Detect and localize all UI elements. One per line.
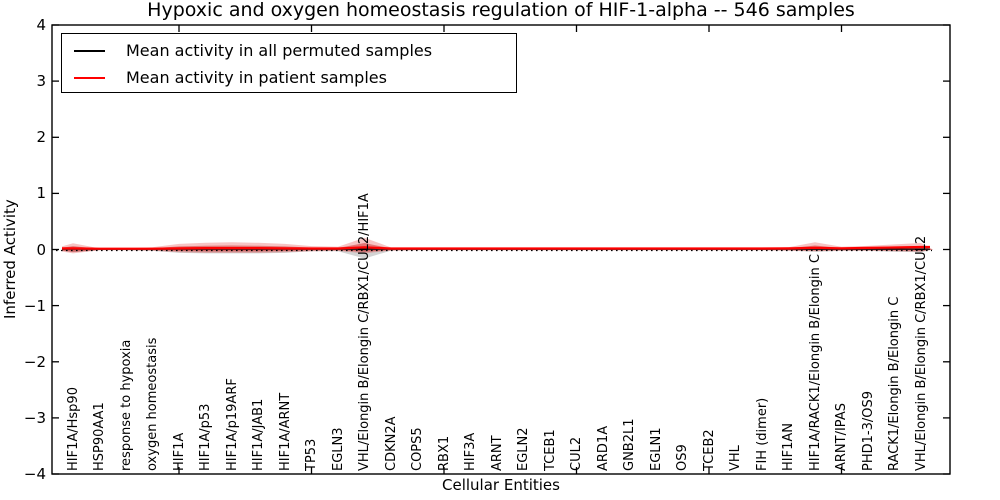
x-tick-label: HIF1A/ARNT bbox=[277, 392, 293, 471]
x-tick-label: ARNT/IPAS bbox=[834, 403, 849, 471]
x-tick-label: RBX1 bbox=[436, 435, 452, 471]
x-tick-label: VHL/Elongin B/Elongin C/RBX1/CUL2 bbox=[913, 235, 929, 471]
x-tick-label: COPS5 bbox=[410, 427, 425, 471]
x-tick-label: HIF1A/JAB1 bbox=[251, 398, 266, 471]
legend-label-permuted: Mean activity in all permuted samples bbox=[126, 40, 433, 60]
x-tick-label: HIF1AN bbox=[781, 423, 796, 471]
x-tick-label: TCEB2 bbox=[701, 429, 717, 471]
x-tick-label: EGLN1 bbox=[648, 427, 664, 471]
permuted-line-sample-icon bbox=[74, 49, 105, 52]
patient-line-sample-icon bbox=[74, 76, 105, 79]
x-tick-label: CUL2 bbox=[569, 436, 584, 471]
y-tick-label: −4 bbox=[23, 465, 46, 483]
x-tick-label: response to hypoxia bbox=[118, 339, 134, 471]
x-axis-label: Cellular Entities bbox=[442, 476, 560, 494]
legend-label-patient: Mean activity in patient samples bbox=[126, 67, 387, 87]
y-tick-label: −3 bbox=[23, 408, 46, 427]
x-tick-label: TCEB1 bbox=[542, 429, 558, 471]
y-tick-label: 4 bbox=[36, 16, 46, 34]
x-tick-label: ARNT bbox=[489, 435, 505, 471]
x-tick-label: EGLN3 bbox=[330, 427, 346, 471]
x-tick-label: EGLN2 bbox=[516, 427, 531, 471]
x-tick-label: HIF1A/Hsp90 bbox=[65, 387, 81, 471]
legend: Mean activity in all permuted samples Me… bbox=[61, 33, 517, 93]
x-tick-label: oxygen homeostasis bbox=[145, 337, 160, 471]
y-tick-label: −2 bbox=[23, 352, 46, 371]
x-tick-label: VHL bbox=[728, 445, 743, 471]
chart-title: Hypoxic and oxygen homeostasis regulatio… bbox=[147, 0, 855, 21]
x-tick-label: GNB2L1 bbox=[622, 418, 637, 471]
x-tick-label: FIH (dimer) bbox=[754, 397, 770, 471]
x-tick-label: OS9 bbox=[675, 444, 690, 471]
x-tick-label: PHD1-3/OS9 bbox=[860, 391, 876, 471]
y-tick-label: 3 bbox=[36, 72, 46, 91]
x-tick-label: ARD1A bbox=[595, 425, 611, 471]
y-tick-label: 0 bbox=[36, 240, 46, 259]
x-tick-label: HSP90AA1 bbox=[92, 402, 107, 471]
x-tick-label: HIF1A/p53 bbox=[198, 403, 213, 471]
x-tick-label: HIF1A bbox=[171, 432, 187, 471]
x-tick-label: HIF3A bbox=[463, 432, 478, 471]
x-tick-label: HIF1A/p19ARF bbox=[224, 378, 240, 471]
x-tick-label: RACK1/Elongin B/Elongin C bbox=[887, 296, 902, 471]
x-tick-label: HIF1A/RACK1/Elongin B/Elongin C bbox=[807, 254, 823, 471]
x-tick-label: VHL/Elongin B/Elongin C/RBX1/CUL2/HIF1A bbox=[357, 193, 372, 471]
y-tick-label: 2 bbox=[36, 128, 46, 147]
legend-item-permuted: Mean activity in all permuted samples bbox=[62, 37, 516, 64]
y-tick-label: 1 bbox=[36, 184, 46, 203]
x-tick-label: CDKN2A bbox=[383, 416, 399, 471]
y-tick-label: −1 bbox=[23, 296, 46, 315]
legend-item-patient: Mean activity in patient samples bbox=[62, 64, 516, 91]
x-tick-label: TP53 bbox=[304, 438, 319, 471]
